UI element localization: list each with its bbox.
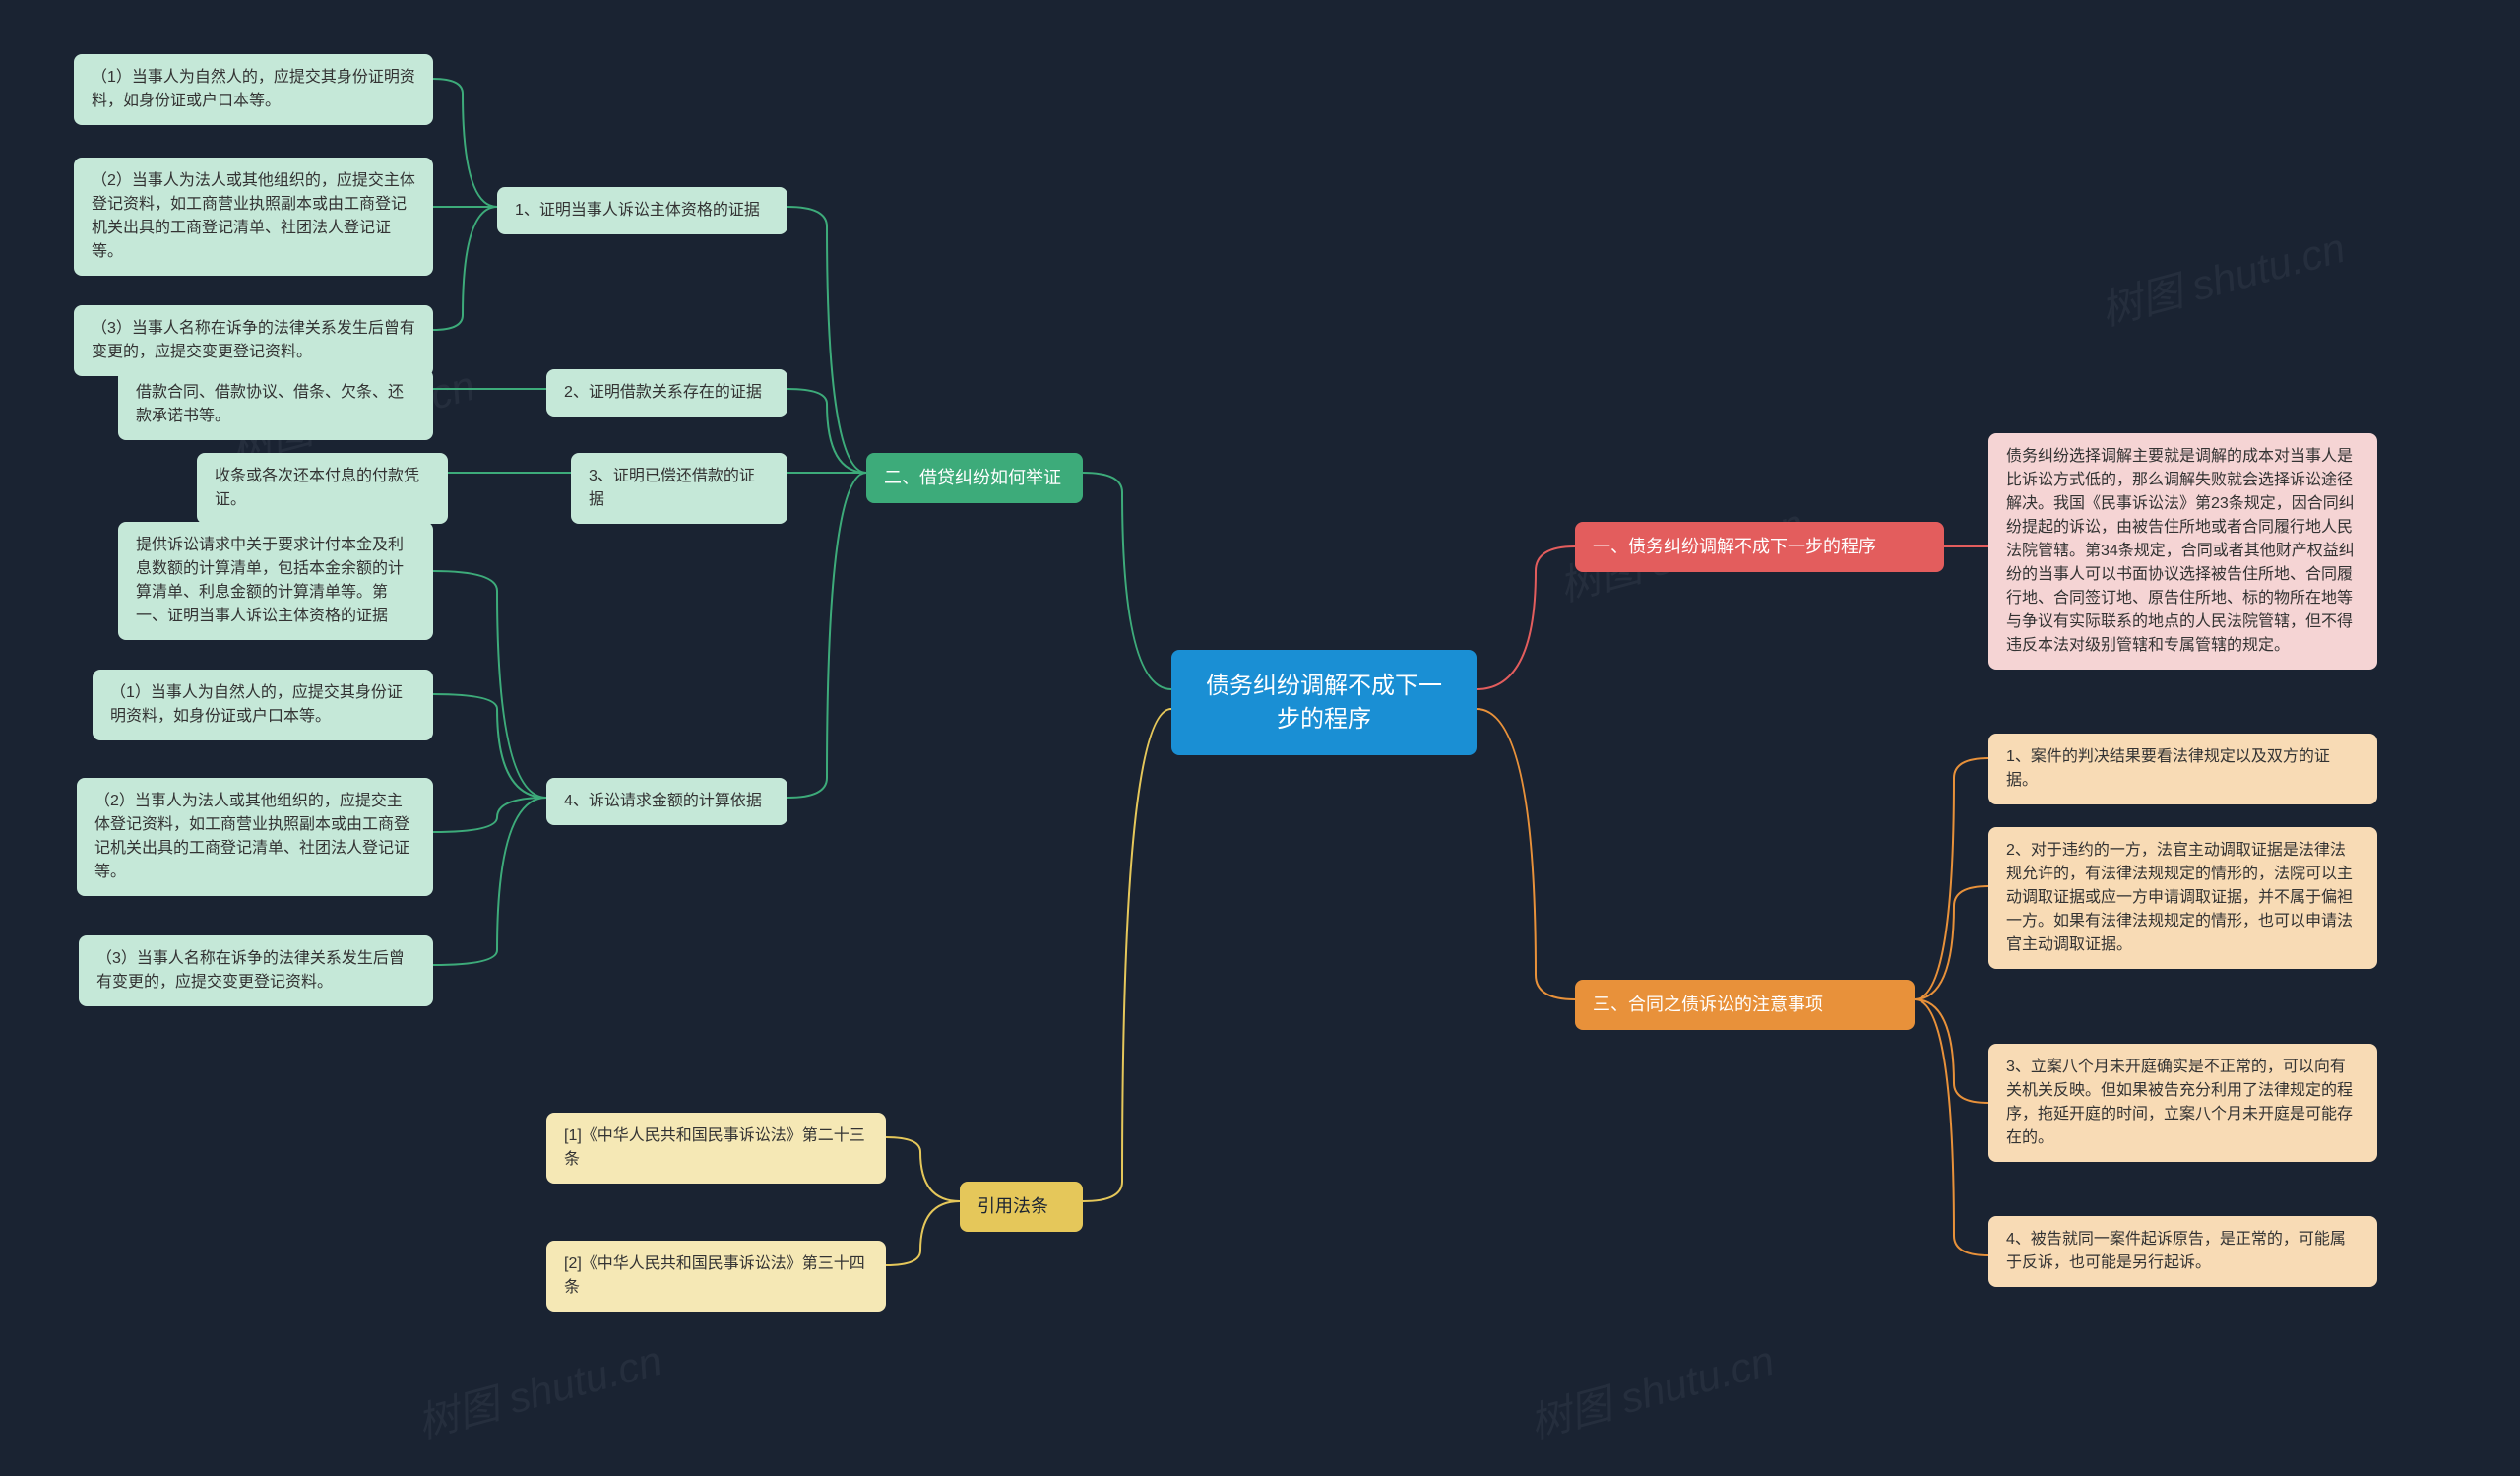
branch-3-leaf-2: 2、对于违约的一方，法官主动调取证据是法律法规允许的，有法律法规规定的情形的，法… [1988, 827, 2377, 969]
branch-4-leaf-2: [2]《中华人民共和国民事诉讼法》第三十四条 [546, 1241, 886, 1312]
branch-4-node[interactable]: 引用法条 [960, 1182, 1083, 1232]
branch-2-sub-4-leaf-1: 提供诉讼请求中关于要求计付本金及利息数额的计算清单，包括本金余额的计算清单、利息… [118, 522, 433, 640]
branch-3-leaf-4: 4、被告就同一案件起诉原告，是正常的，可能属于反诉，也可能是另行起诉。 [1988, 1216, 2377, 1287]
branch-2-sub-1-leaf-1: （1）当事人为自然人的，应提交其身份证明资料，如身份证或户口本等。 [74, 54, 433, 125]
watermark: 树图 shutu.cn [410, 1327, 667, 1450]
branch-2-sub-1-leaf-3: （3）当事人名称在诉争的法律关系发生后曾有变更的，应提交变更登记资料。 [74, 305, 433, 376]
branch-3-node[interactable]: 三、合同之债诉讼的注意事项 [1575, 980, 1915, 1030]
branch-2-sub-4[interactable]: 4、诉讼请求金额的计算依据 [546, 778, 788, 825]
branch-2-node[interactable]: 二、借贷纠纷如何举证 [866, 453, 1083, 503]
branch-2-sub-4-leaf-2: （1）当事人为自然人的，应提交其身份证明资料，如身份证或户口本等。 [93, 670, 433, 740]
branch-2-sub-1[interactable]: 1、证明当事人诉讼主体资格的证据 [497, 187, 788, 234]
branch-1-leaf-1: 债务纠纷选择调解主要就是调解的成本对当事人是比诉讼方式低的，那么调解失败就会选择… [1988, 433, 2377, 670]
branch-3-leaf-3: 3、立案八个月未开庭确实是不正常的，可以向有关机关反映。但如果被告充分利用了法律… [1988, 1044, 2377, 1162]
branch-2-sub-1-leaf-2: （2）当事人为法人或其他组织的，应提交主体登记资料，如工商营业执照副本或由工商登… [74, 158, 433, 276]
branch-2-sub-2[interactable]: 2、证明借款关系存在的证据 [546, 369, 788, 417]
branch-3-leaf-1: 1、案件的判决结果要看法律规定以及双方的证据。 [1988, 734, 2377, 804]
root-node[interactable]: 债务纠纷调解不成下一步的程序 [1171, 650, 1477, 755]
branch-1-node[interactable]: 一、债务纠纷调解不成下一步的程序 [1575, 522, 1944, 572]
branch-2-sub-3-leaf-1: 收条或各次还本付息的付款凭证。 [197, 453, 448, 524]
branch-4-leaf-1: [1]《中华人民共和国民事诉讼法》第二十三条 [546, 1113, 886, 1184]
watermark: 树图 shutu.cn [1522, 1327, 1780, 1450]
branch-2-sub-3[interactable]: 3、证明已偿还借款的证据 [571, 453, 788, 524]
branch-2-sub-2-leaf-1: 借款合同、借款协议、借条、欠条、还款承诺书等。 [118, 369, 433, 440]
branch-2-sub-4-leaf-3: （2）当事人为法人或其他组织的，应提交主体登记资料，如工商营业执照副本或由工商登… [77, 778, 433, 896]
branch-2-sub-4-leaf-4: （3）当事人名称在诉争的法律关系发生后曾有变更的，应提交变更登记资料。 [79, 935, 433, 1006]
watermark: 树图 shutu.cn [2093, 215, 2351, 338]
